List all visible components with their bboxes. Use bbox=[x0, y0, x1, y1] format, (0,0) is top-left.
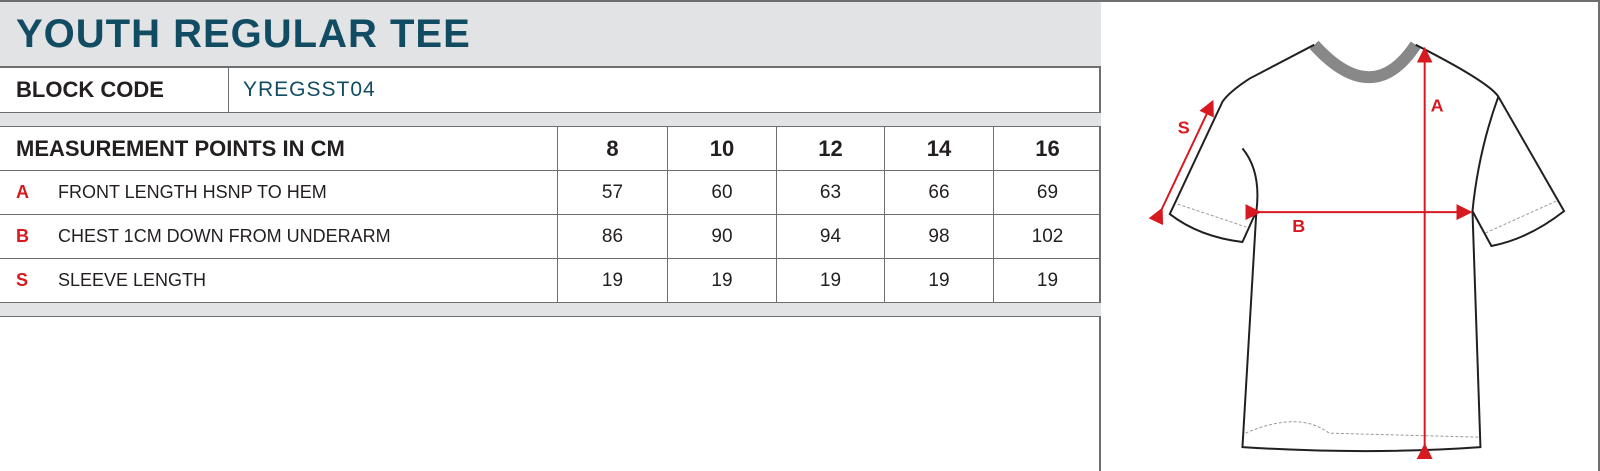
tshirt-outline bbox=[1168, 40, 1566, 453]
block-code-row: BLOCK CODE YREGSST04 bbox=[0, 68, 1101, 113]
measurement-panel: YOUTH REGULAR TEE BLOCK CODE YREGSST04 M… bbox=[0, 0, 1101, 471]
row-code: B bbox=[16, 226, 29, 246]
row-value: 63 bbox=[776, 171, 884, 214]
row-value: 69 bbox=[993, 171, 1101, 214]
size-header: 10 bbox=[667, 127, 776, 170]
label-a: A bbox=[1431, 96, 1444, 116]
size-header: 8 bbox=[557, 127, 667, 170]
row-value: 19 bbox=[993, 259, 1101, 302]
row-value: 60 bbox=[667, 171, 776, 214]
row-value: 19 bbox=[884, 259, 993, 302]
row-value: 90 bbox=[667, 215, 776, 258]
row-label: FRONT LENGTH HSNP TO HEM bbox=[58, 182, 327, 202]
row-value: 19 bbox=[557, 259, 667, 302]
row-value: 19 bbox=[667, 259, 776, 302]
collar bbox=[1309, 40, 1421, 84]
table-header-label: MEASUREMENT POINTS IN CM bbox=[16, 135, 345, 161]
table-row: S SLEEVE LENGTH 19 19 19 19 19 bbox=[0, 259, 1101, 303]
block-code-label: BLOCK CODE bbox=[16, 77, 164, 102]
size-header: 14 bbox=[884, 127, 993, 170]
block-code-value: YREGSST04 bbox=[228, 68, 528, 112]
arrow-s bbox=[1148, 99, 1214, 226]
row-value: 66 bbox=[884, 171, 993, 214]
measurement-arrows bbox=[1148, 46, 1473, 460]
tshirt-diagram: A B S bbox=[1100, 0, 1600, 471]
row-code: A bbox=[16, 182, 29, 202]
row-value: 102 bbox=[993, 215, 1101, 258]
size-header: 12 bbox=[776, 127, 884, 170]
row-code: S bbox=[16, 270, 29, 290]
divider-band bbox=[0, 303, 1101, 317]
row-label: CHEST 1CM DOWN FROM UNDERARM bbox=[58, 226, 391, 246]
row-value: 94 bbox=[776, 215, 884, 258]
row-value: 57 bbox=[557, 171, 667, 214]
row-value: 19 bbox=[776, 259, 884, 302]
size-header: 16 bbox=[993, 127, 1101, 170]
page-title: YOUTH REGULAR TEE bbox=[0, 0, 1101, 68]
divider-band bbox=[0, 113, 1101, 127]
table-header-row: MEASUREMENT POINTS IN CM 8 10 12 14 16 bbox=[0, 127, 1101, 171]
table-row: A FRONT LENGTH HSNP TO HEM 57 60 63 66 6… bbox=[0, 171, 1101, 215]
table-row: B CHEST 1CM DOWN FROM UNDERARM 86 90 94 … bbox=[0, 215, 1101, 259]
row-label: SLEEVE LENGTH bbox=[58, 270, 207, 290]
label-s: S bbox=[1178, 117, 1190, 137]
row-value: 86 bbox=[557, 215, 667, 258]
label-b: B bbox=[1292, 216, 1305, 236]
row-value: 98 bbox=[884, 215, 993, 258]
